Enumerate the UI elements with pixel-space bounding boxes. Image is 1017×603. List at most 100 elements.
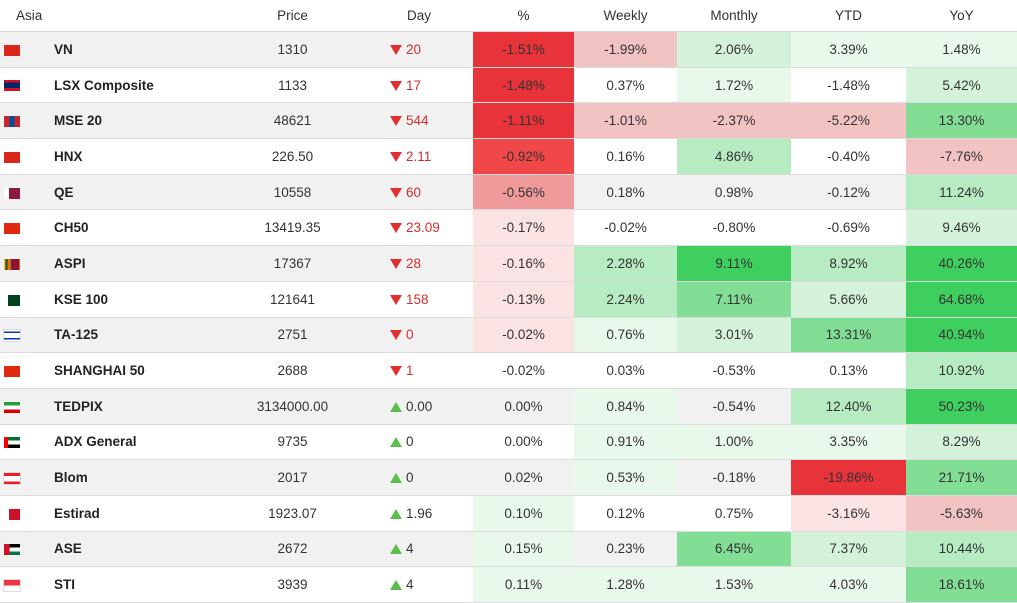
percent-change: 0.00%	[473, 424, 575, 461]
ytd-change: 3.35%	[791, 424, 907, 461]
table-row[interactable]: SHANGHAI 50 2688 1 -0.02% 0.03% -0.53% 0.13% 10…	[0, 352, 1017, 389]
index-name[interactable]: ADX General	[54, 434, 137, 450]
yoy-change: 5.42%	[906, 67, 1017, 104]
percent-header[interactable]: %	[473, 0, 575, 32]
index-name[interactable]: QE	[54, 184, 74, 200]
index-name[interactable]: CH50	[54, 220, 89, 236]
percent-change: 0.10%	[473, 495, 575, 532]
table-row[interactable]: MSE 20 48621 544 -1.11% -1.01% -2.37% -5.22% 13…	[0, 102, 1017, 140]
yoy-change: 11.24%	[906, 174, 1017, 211]
ytd-change: 8.92%	[791, 245, 907, 282]
index-name-link[interactable]: ADX General	[38, 424, 221, 461]
monthly-change: -0.80%	[677, 209, 792, 247]
day-change-value: 1.96	[406, 505, 433, 521]
price-value: 2688	[220, 352, 366, 389]
table-row[interactable]: TA-125 2751 0 -0.02% 0.76% 3.01% 13.31% 40.94%	[0, 317, 1017, 354]
price-value: 2672	[220, 531, 366, 568]
flag-cell	[0, 245, 38, 282]
price-header[interactable]: Price	[220, 0, 366, 32]
down-arrow-icon	[390, 80, 403, 91]
index-name-link[interactable]: Estirad	[38, 495, 221, 532]
index-name-link[interactable]: Blom	[38, 459, 221, 496]
price-value: 10558	[220, 174, 366, 211]
day-change-value: 0	[406, 470, 414, 486]
index-name[interactable]: TA-125	[54, 327, 99, 343]
iran-flag	[4, 401, 20, 413]
weekly-change: 2.28%	[574, 245, 678, 282]
ytd-header[interactable]: YTD	[791, 0, 907, 32]
table-row[interactable]: TEDPIX 3134000.00 0.00 0.00% 0.84% -0.54% 12.4…	[0, 388, 1017, 425]
table-row[interactable]: STI 3939 4 0.11% 1.28% 1.53% 4.03% 18.61%	[0, 566, 1017, 603]
index-name-link[interactable]: VN	[38, 31, 221, 68]
index-name[interactable]: LSX Composite	[54, 77, 154, 93]
weekly-header[interactable]: Weekly	[574, 0, 678, 32]
yoy-change: 10.44%	[906, 531, 1017, 568]
up-arrow-icon	[390, 580, 403, 591]
index-name[interactable]: STI	[54, 577, 76, 593]
table-row[interactable]: CH50 13419.35 23.09 -0.17% -0.02% -0.80% -0.69…	[0, 209, 1017, 247]
index-name-link[interactable]: ASE	[38, 531, 221, 568]
index-name-link[interactable]: STI	[38, 566, 221, 603]
price-value: 1133	[220, 67, 366, 104]
index-name[interactable]: SHANGHAI 50	[54, 363, 145, 379]
yoy-change: 40.26%	[906, 245, 1017, 282]
index-name[interactable]: Blom	[54, 470, 88, 486]
percent-change: 0.15%	[473, 531, 575, 568]
day-change-cell: 1	[365, 352, 474, 389]
down-arrow-icon	[390, 151, 403, 162]
index-name[interactable]: HNX	[54, 148, 83, 164]
percent-change: 0.00%	[473, 388, 575, 425]
table-row[interactable]: HNX 226.50 2.11 -0.92% 0.16% 4.86% -0.40% -7.76…	[0, 138, 1017, 175]
table-row[interactable]: VN 1310 20 -1.51% -1.99% 2.06% 3.39% 1.48%	[0, 31, 1017, 68]
table-row[interactable]: Estirad 1923.07 1.96 0.10% 0.12% 0.75% -3.16% -…	[0, 495, 1017, 532]
index-name-link[interactable]: HNX	[38, 138, 221, 175]
monthly-change: -0.18%	[677, 459, 792, 496]
index-name-link[interactable]: MSE 20	[38, 102, 221, 140]
flag-cell	[0, 31, 38, 68]
index-name-link[interactable]: CH50	[38, 209, 221, 247]
monthly-header[interactable]: Monthly	[677, 0, 792, 32]
qatar-flag	[4, 187, 20, 199]
yoy-header[interactable]: YoY	[906, 0, 1017, 32]
ytd-change: 12.40%	[791, 388, 907, 425]
index-name[interactable]: VN	[54, 41, 73, 57]
table-row[interactable]: LSX Composite 1133 17 -1.48% 0.37% 1.72% -1.48…	[0, 67, 1017, 104]
index-name-link[interactable]: TEDPIX	[38, 388, 221, 425]
percent-change: -1.51%	[473, 31, 575, 68]
index-name[interactable]: ASPI	[54, 255, 86, 271]
price-value: 226.50	[220, 138, 366, 175]
day-change-cell: 60	[365, 174, 474, 211]
day-change-value: 1	[406, 363, 414, 379]
index-name[interactable]: ASE	[54, 541, 82, 557]
day-change-cell: 0	[365, 424, 474, 461]
region-header[interactable]: Asia	[0, 0, 221, 32]
index-name-link[interactable]: KSE 100	[38, 281, 221, 318]
index-name[interactable]: Estirad	[54, 505, 100, 521]
yoy-change: 40.94%	[906, 317, 1017, 354]
index-name-link[interactable]: ASPI	[38, 245, 221, 282]
index-name-link[interactable]: QE	[38, 174, 221, 211]
weekly-change: 0.16%	[574, 138, 678, 175]
ytd-change: 5.66%	[791, 281, 907, 318]
up-arrow-icon	[390, 544, 403, 555]
percent-change: -0.13%	[473, 281, 575, 318]
day-change-cell: 0.00	[365, 388, 474, 425]
index-name[interactable]: TEDPIX	[54, 398, 103, 414]
table-row[interactable]: QE 10558 60 -0.56% 0.18% 0.98% -0.12% 11.24%	[0, 174, 1017, 211]
table-row[interactable]: KSE 100 121641 158 -0.13% 2.24% 7.11% 5.66% 64.…	[0, 281, 1017, 318]
index-name-link[interactable]: LSX Composite	[38, 67, 221, 104]
table-row[interactable]: ADX General 9735 0 0.00% 0.91% 1.00% 3.35% 8.29…	[0, 424, 1017, 461]
monthly-change: 0.98%	[677, 174, 792, 211]
index-name[interactable]: KSE 100	[54, 291, 109, 307]
index-name-link[interactable]: SHANGHAI 50	[38, 352, 221, 389]
monthly-change: 6.45%	[677, 531, 792, 568]
percent-change: -1.48%	[473, 67, 575, 104]
table-row[interactable]: ASPI 17367 28 -0.16% 2.28% 9.11% 8.92% 40.26%	[0, 245, 1017, 282]
table-row[interactable]: ASE 2672 4 0.15% 0.23% 6.45% 7.37% 10.44%	[0, 531, 1017, 568]
index-name-link[interactable]: TA-125	[38, 317, 221, 354]
day-header[interactable]: Day	[365, 0, 474, 32]
index-name[interactable]: MSE 20	[54, 113, 103, 129]
down-arrow-icon	[390, 116, 403, 127]
table-row[interactable]: Blom 2017 0 0.02% 0.53% -0.18% -19.86% 21.71%	[0, 459, 1017, 496]
monthly-change: 7.11%	[677, 281, 792, 318]
